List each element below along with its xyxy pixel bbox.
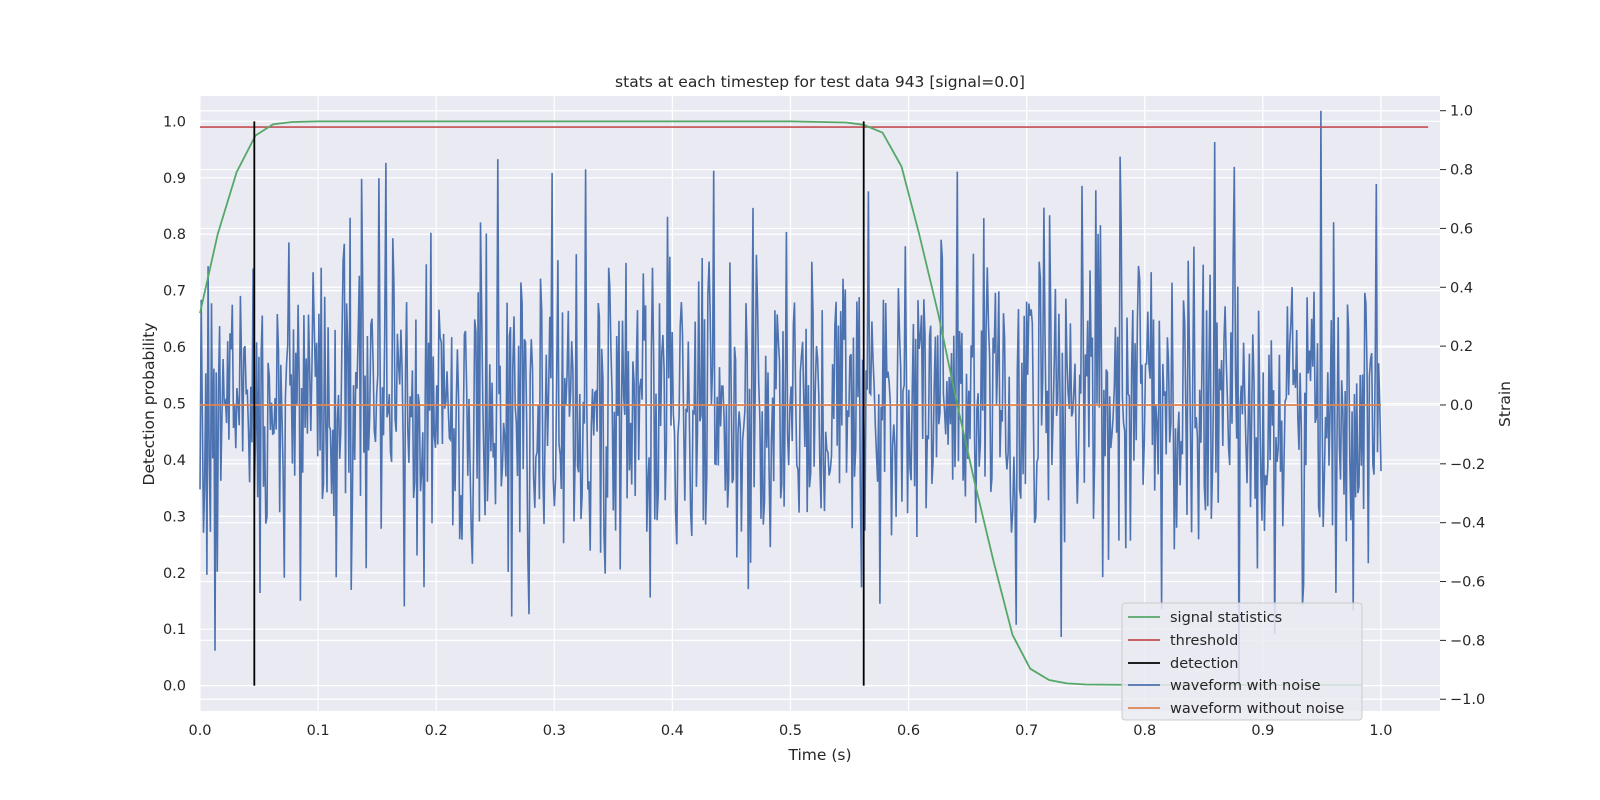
legend-label-signal-statistics: signal statistics bbox=[1170, 610, 1282, 626]
x-tick-label: 0.1 bbox=[307, 723, 330, 739]
y-axis-label-left: Detection probability bbox=[140, 323, 158, 486]
y-tick-label-right: 0.2 bbox=[1450, 339, 1473, 355]
legend-box bbox=[1121, 602, 1363, 721]
x-tick-label: 0.9 bbox=[1251, 723, 1274, 739]
y-tick-label-left: 0.9 bbox=[163, 171, 186, 187]
y-axis-label-right: Strain bbox=[1496, 381, 1514, 427]
chart-title: stats at each timestep for test data 943… bbox=[615, 73, 1025, 91]
y-tick-label-right: −0.6 bbox=[1450, 575, 1485, 591]
x-tick-label: 0.8 bbox=[1133, 723, 1156, 739]
y-tick-label-left: 0.2 bbox=[163, 566, 186, 582]
y-tick-label-left: 0.8 bbox=[163, 227, 186, 243]
x-tick-label: 0.7 bbox=[1015, 723, 1038, 739]
legend: signal statistics threshold detection wa… bbox=[1121, 602, 1363, 721]
y-tick-label-right: 1.0 bbox=[1450, 104, 1473, 120]
x-tick-label: 0.6 bbox=[897, 723, 920, 739]
y-tick-label-left: 0.4 bbox=[163, 453, 186, 469]
y-tick-label-left: 0.6 bbox=[163, 340, 186, 356]
x-tick-label: 0.2 bbox=[425, 723, 448, 739]
x-tick-label: 0.0 bbox=[188, 723, 211, 739]
y-tick-label-left: 0.7 bbox=[163, 284, 186, 300]
series-signal-statistics bbox=[199, 120, 1363, 686]
x-tick-label: 0.5 bbox=[779, 723, 802, 739]
y-tick-label-right: −1.0 bbox=[1450, 692, 1485, 708]
legend-label-waveform-without-noise: waveform without noise bbox=[1170, 701, 1344, 717]
y-tick-label-left: 0.5 bbox=[163, 397, 186, 413]
y-tick-label-left: 0.1 bbox=[163, 622, 186, 638]
x-tick-label: 1.0 bbox=[1369, 723, 1392, 739]
y-tick-label-right: 0.4 bbox=[1450, 280, 1473, 296]
y-tick-label-right: 0.6 bbox=[1450, 221, 1473, 237]
y-tick-label-left: 0.0 bbox=[163, 679, 186, 695]
x-axis-label: Time (s) bbox=[787, 746, 851, 764]
data-layer bbox=[199, 110, 1429, 686]
y-tick-label-right: −0.4 bbox=[1450, 516, 1485, 532]
y-tick-label-right: −0.2 bbox=[1450, 457, 1485, 473]
x-tick-label: 0.4 bbox=[661, 723, 684, 739]
y-tick-label-right: 0.0 bbox=[1450, 398, 1473, 414]
legend-label-waveform-with-noise: waveform with noise bbox=[1170, 678, 1321, 694]
x-tick-label: 0.3 bbox=[543, 723, 566, 739]
y-tick-label-right: −0.8 bbox=[1450, 633, 1485, 649]
y-tick-label-left: 1.0 bbox=[163, 114, 186, 130]
legend-label-detection: detection bbox=[1170, 656, 1238, 672]
legend-label-threshold: threshold bbox=[1170, 633, 1238, 649]
y-tick-label-right: 0.8 bbox=[1450, 163, 1473, 179]
y-tick-label-left: 0.3 bbox=[163, 509, 186, 525]
axes: 0.0 0.1 0.2 0.3 0.4 0.5 0.6 0.7 0.8 0.9 1.0 0.0 0.1 0… bbox=[163, 104, 1485, 739]
series-waveform-with-noise bbox=[199, 110, 1382, 685]
